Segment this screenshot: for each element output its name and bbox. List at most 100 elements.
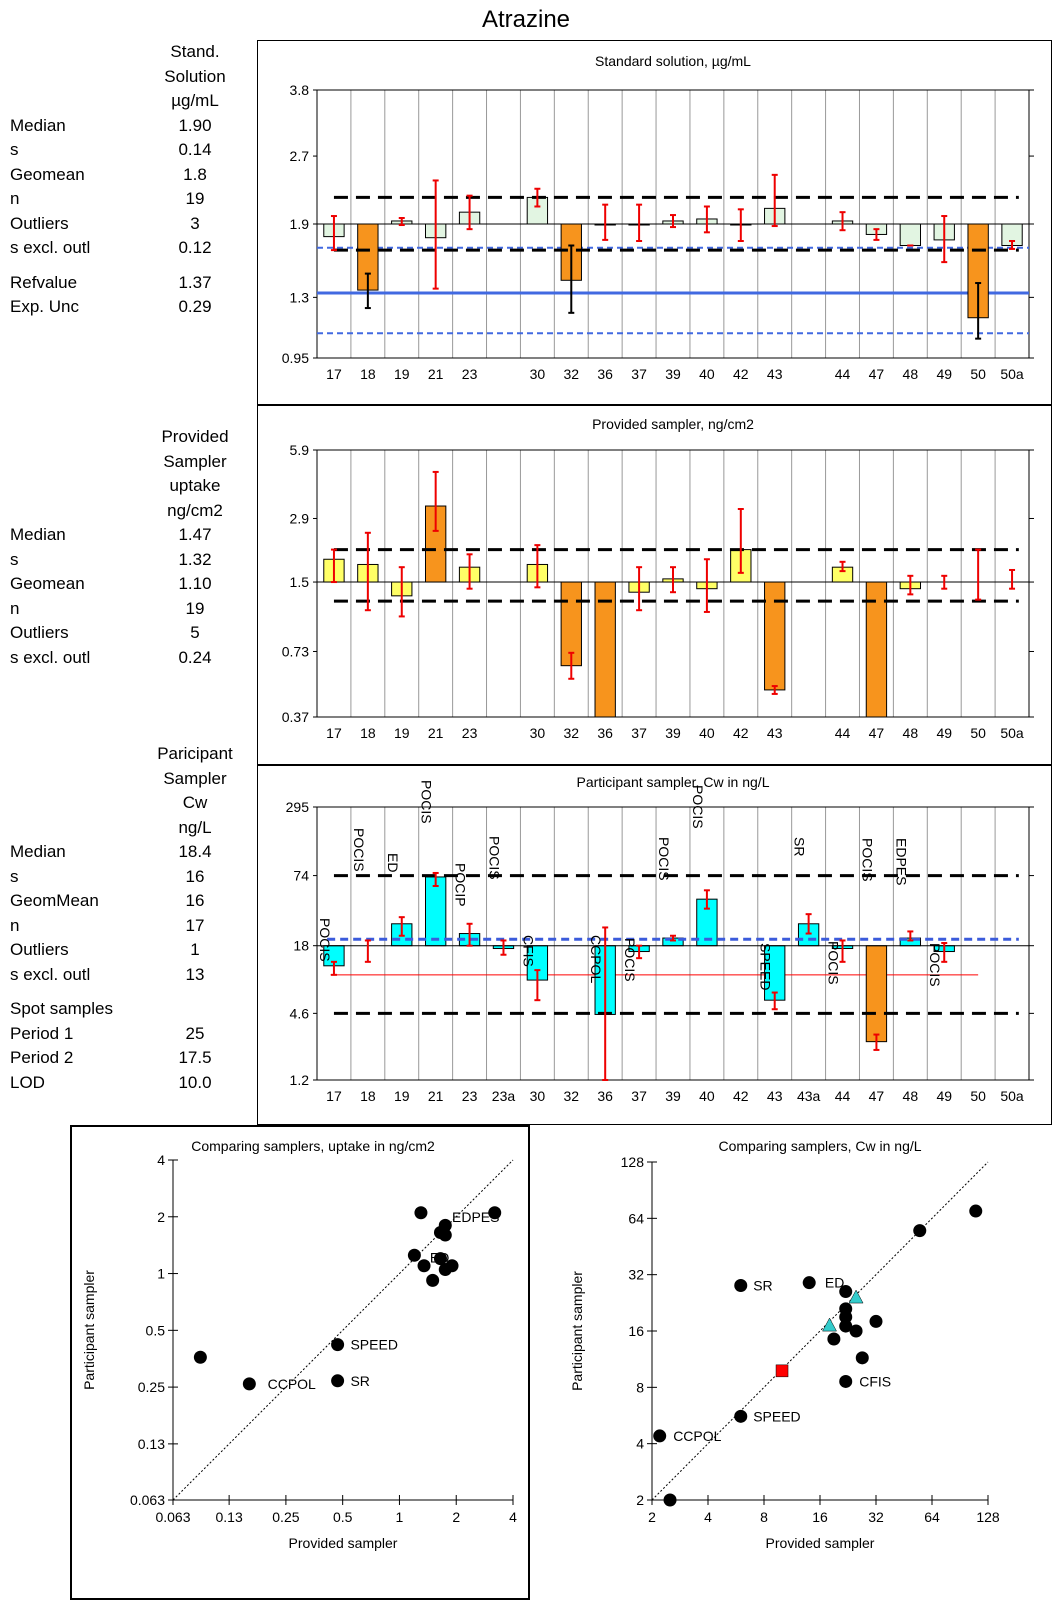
data-point bbox=[734, 1409, 748, 1423]
x-tick-label: 30 bbox=[530, 366, 546, 382]
x-tick-label: 43 bbox=[767, 366, 783, 382]
x-tick-label: 17 bbox=[326, 725, 342, 741]
x-tick-label: 0.5 bbox=[333, 1509, 353, 1525]
y-tick-label: 295 bbox=[286, 799, 310, 815]
stat-value: 10.0 bbox=[178, 1072, 212, 1092]
stat-value: 18.4 bbox=[178, 842, 212, 861]
data-point bbox=[331, 1338, 345, 1352]
stats-provided: Provided Sampler uptake ng/cm2 Median 1.4… bbox=[0, 425, 250, 670]
panel-border bbox=[70, 1125, 530, 1600]
x-tick-label: 64 bbox=[924, 1509, 940, 1525]
x-tick-label: 47 bbox=[869, 1088, 885, 1104]
x-tick-label: 37 bbox=[631, 1088, 647, 1104]
x-tick-label: 40 bbox=[699, 1088, 715, 1104]
x-tick-label: 50 bbox=[970, 1088, 986, 1104]
identity-line bbox=[651, 1161, 989, 1501]
x-tick-label: 37 bbox=[631, 725, 647, 741]
point-label: ED bbox=[430, 1249, 449, 1265]
data-point bbox=[193, 1350, 207, 1364]
y-tick-label: 4 bbox=[157, 1152, 165, 1168]
data-point bbox=[849, 1324, 863, 1338]
y-tick-label: 8 bbox=[636, 1379, 644, 1395]
sampler-annotation: POCIS bbox=[859, 838, 875, 882]
sampler-annotation: SPEED bbox=[758, 943, 774, 990]
point-label: SPEED bbox=[753, 1408, 800, 1424]
sampler-annotation: POCIS bbox=[927, 943, 943, 987]
sampler-annotation: POCIS bbox=[656, 837, 672, 881]
stat-label: GeomMean bbox=[10, 891, 99, 910]
x-tick-label: 16 bbox=[812, 1509, 828, 1525]
data-point bbox=[438, 1263, 452, 1277]
stat-value: 1.8 bbox=[183, 164, 207, 184]
x-tick-label: 50 bbox=[970, 725, 986, 741]
x-tick-label: 48 bbox=[903, 1088, 919, 1104]
x-tick-label: 17 bbox=[326, 366, 342, 382]
point-label: SPEED bbox=[350, 1337, 397, 1353]
point-label: SR bbox=[753, 1278, 772, 1294]
data-point bbox=[433, 1252, 447, 1266]
x-tick-label: 32 bbox=[563, 1088, 579, 1104]
x-tick-label: 30 bbox=[530, 725, 546, 741]
chart-standard-solution: Standard solution, µg/mL 3.8 2.7 1.9 1.3 0.95… bbox=[257, 40, 1052, 405]
x-tick-label: 44 bbox=[835, 725, 851, 741]
y-tick-label: 1.5 bbox=[290, 574, 310, 590]
data-point bbox=[417, 1259, 431, 1273]
data-point bbox=[855, 1351, 869, 1365]
x-axis-label: Provided sampler bbox=[289, 1535, 398, 1551]
stat-value: 5 bbox=[190, 623, 200, 642]
sampler-annotation: ED bbox=[385, 853, 401, 872]
sampler-annotation: CFIS bbox=[520, 935, 536, 967]
stat-value: 16 bbox=[185, 866, 205, 886]
x-tick-label: 0.25 bbox=[272, 1509, 299, 1525]
y-tick-label: 2.7 bbox=[290, 148, 310, 164]
sampler-annotation: POCIS bbox=[419, 780, 435, 824]
x-tick-label: 18 bbox=[360, 366, 376, 382]
stat-label: s excl. outl bbox=[10, 647, 91, 667]
stat-label: n bbox=[10, 189, 20, 208]
x-tick-label: 0.063 bbox=[155, 1509, 190, 1525]
y-tick-label: 0.063 bbox=[130, 1492, 165, 1508]
stat-value: 1 bbox=[190, 940, 200, 959]
y-axis-label: Participant sampler bbox=[81, 1270, 97, 1390]
stat-label: s excl. outl bbox=[10, 964, 91, 984]
data-point bbox=[734, 1279, 748, 1293]
y-tick-label: 0.5 bbox=[146, 1322, 166, 1338]
stat-label: s bbox=[10, 549, 19, 569]
chart-title: Standard solution, µg/mL bbox=[595, 53, 751, 69]
y-tick-label: 32 bbox=[628, 1267, 644, 1283]
y-tick-label: 2 bbox=[636, 1492, 644, 1508]
data-point bbox=[438, 1228, 452, 1242]
data-point bbox=[913, 1224, 927, 1238]
x-tick-label: 4 bbox=[704, 1509, 712, 1525]
x-tick-label: 4 bbox=[509, 1509, 517, 1525]
x-tick-label: 50a bbox=[1000, 1088, 1024, 1104]
stat-value: 0.24 bbox=[178, 647, 212, 667]
stat-value: 3 bbox=[190, 213, 200, 233]
page-title: Atrazine bbox=[481, 6, 571, 33]
x-tick-label: 37 bbox=[631, 366, 647, 382]
chart-title: Participant sampler, Cw in ng/L bbox=[577, 774, 770, 790]
x-tick-label: 1 bbox=[396, 1509, 404, 1525]
stats-participant: Paricipant Sampler Cw ng/L Median 18.4 s 1… bbox=[0, 742, 250, 1095]
plot-frame bbox=[316, 449, 1030, 718]
chart-comparing-uptake: Comparing samplers, uptake in ng/cm2 0.06… bbox=[70, 1125, 530, 1600]
stat-value: 1.32 bbox=[178, 549, 212, 569]
panel-border bbox=[257, 40, 1052, 405]
chart-title: Comparing samplers, Cw in ng/L bbox=[718, 1138, 921, 1154]
bar bbox=[899, 223, 922, 247]
x-tick-label: 44 bbox=[835, 1088, 851, 1104]
y-tick-label: 0.13 bbox=[138, 1436, 165, 1452]
y-tick-label: 2 bbox=[157, 1209, 165, 1225]
x-tick-label: 36 bbox=[597, 1088, 613, 1104]
stat-label: Geomean bbox=[10, 164, 85, 184]
sampler-annotation: EDPES bbox=[893, 838, 909, 885]
x-tick-label: 2 bbox=[648, 1509, 656, 1525]
stat-label: Geomean bbox=[10, 574, 85, 593]
chart-title: Provided sampler, ng/cm2 bbox=[592, 416, 754, 432]
y-tick-label: 0.73 bbox=[282, 643, 309, 659]
x-tick-label: 17 bbox=[326, 1088, 342, 1104]
y-tick-label: 3.8 bbox=[290, 82, 310, 98]
panel-border bbox=[257, 405, 1052, 765]
data-point bbox=[839, 1310, 853, 1324]
bar bbox=[865, 945, 888, 1043]
